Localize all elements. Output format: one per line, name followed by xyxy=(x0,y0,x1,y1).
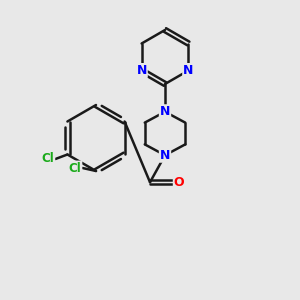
Text: N: N xyxy=(160,105,170,118)
Text: N: N xyxy=(136,64,147,77)
Text: N: N xyxy=(183,64,194,77)
Text: Cl: Cl xyxy=(41,152,54,166)
Text: Cl: Cl xyxy=(69,161,81,175)
Text: N: N xyxy=(160,149,170,162)
Text: O: O xyxy=(174,176,184,189)
